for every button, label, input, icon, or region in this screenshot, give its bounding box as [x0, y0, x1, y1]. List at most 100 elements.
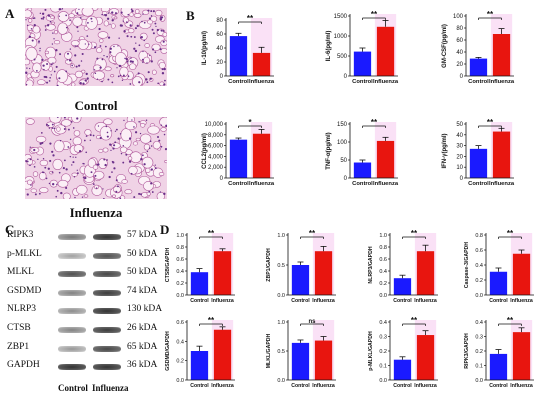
- nucleus-dot: [130, 8, 133, 11]
- nucleus-dot: [71, 164, 73, 166]
- nucleus-dot: [35, 70, 38, 72]
- nucleus-dot: [94, 72, 97, 75]
- alveolus-shape: [132, 76, 143, 86]
- nucleus-dot: [40, 131, 43, 134]
- nucleus-dot: [87, 21, 89, 24]
- nucleus-dot: [43, 68, 45, 71]
- y-tick-label: 1.0: [379, 233, 387, 239]
- significance-label: **: [507, 316, 514, 325]
- bar-chart: 0 50 100 150 TNF-α(pg/ml) Control Influenza **: [326, 118, 399, 187]
- blot-band-control: [58, 327, 86, 333]
- bar-influenza: [416, 251, 435, 295]
- nucleus-dot: [159, 191, 162, 193]
- bar-influenza: [252, 133, 271, 178]
- nucleus-dot: [58, 15, 61, 17]
- nucleus-dot: [107, 36, 111, 39]
- blot-band-influenza: [93, 364, 121, 371]
- alveolus-shape: [144, 43, 150, 48]
- nucleus-dot: [74, 54, 77, 57]
- nucleus-dot: [26, 24, 29, 27]
- alveolus-shape: [26, 179, 33, 185]
- nucleus-dot: [44, 166, 47, 169]
- y-tick-label: 0.4: [379, 269, 387, 275]
- nucleus-dot: [150, 60, 153, 63]
- nucleus-dot: [56, 183, 58, 186]
- y-tick-label: 0: [220, 176, 224, 182]
- nucleus-dot: [143, 39, 146, 42]
- alveolus-shape: [28, 30, 33, 33]
- y-tick-label: 50: [340, 158, 347, 164]
- nucleus-dot: [38, 40, 40, 43]
- nucleus-dot: [33, 166, 36, 168]
- nucleus-dot: [75, 65, 78, 68]
- nucleus-dot: [145, 78, 148, 81]
- significance-label: **: [247, 14, 254, 23]
- nucleus-dot: [39, 50, 41, 52]
- nucleus-dot: [104, 45, 107, 48]
- y-tick-label: 0.4: [176, 339, 184, 345]
- nucleus-dot: [101, 58, 104, 61]
- bar-control: [229, 139, 248, 178]
- bar-chart: 0.0 0.2 0.4 0.6 GSDMD/GAPDH Control Influenza *…: [165, 316, 235, 389]
- alveolus-shape: [147, 19, 153, 25]
- alveolus-shape: [128, 63, 137, 70]
- nucleus-dot: [85, 72, 88, 76]
- y-tick-label: 0.1: [475, 364, 483, 370]
- alveolus-shape: [62, 192, 71, 199]
- bar-influenza: [512, 253, 531, 295]
- nucleus-dot: [49, 142, 52, 145]
- nucleus-dot: [117, 137, 120, 140]
- bar-chart: 0 20 40 60 80 IL-10(pg/ml) Control Influenza **: [202, 14, 275, 85]
- alveolus-shape: [71, 82, 76, 86]
- nucleus-dot: [135, 42, 137, 44]
- y-tick-label: 0: [460, 74, 464, 80]
- nucleus-dot: [81, 52, 84, 56]
- x-category-label: Influenza: [211, 298, 234, 304]
- nucleus-dot: [50, 63, 53, 66]
- nucleus-dot: [130, 57, 132, 59]
- y-tick-label: 20: [456, 62, 463, 68]
- nucleus-dot: [60, 191, 63, 195]
- blot-band-influenza: [93, 289, 121, 296]
- bar-influenza: [492, 131, 511, 178]
- nucleus-dot: [111, 11, 114, 14]
- lung-histology-influenza-image: [25, 117, 167, 199]
- histology-texture: [25, 117, 167, 199]
- nucleus-dot: [65, 186, 68, 189]
- nucleus-dot: [139, 132, 142, 135]
- bar-control: [353, 162, 372, 178]
- nucleus-dot: [76, 169, 78, 171]
- nucleus-dot: [29, 164, 31, 167]
- x-category-label: Control: [228, 181, 249, 187]
- bar-control: [393, 278, 412, 295]
- nucleus-dot: [133, 47, 136, 50]
- nucleus-dot: [157, 135, 159, 138]
- nucleus-dot: [111, 19, 114, 22]
- x-category-label: Influenza: [414, 298, 437, 304]
- nucleus-dot: [119, 24, 123, 27]
- nucleus-dot: [32, 17, 35, 19]
- nucleus-dot: [154, 51, 157, 54]
- y-tick-label: 0.4: [176, 269, 184, 275]
- nucleus-dot: [72, 156, 74, 158]
- nucleus-dot: [127, 75, 130, 78]
- blot-mw-label: 26 kDA: [127, 323, 158, 333]
- nucleus-dot: [76, 45, 78, 48]
- nucleus-dot: [112, 161, 115, 164]
- y-tick-label: 0.0: [379, 293, 387, 299]
- nucleus-dot: [34, 193, 37, 196]
- x-category-label: Influenza: [312, 383, 335, 389]
- nucleus-dot: [129, 83, 132, 85]
- nucleus-dot: [115, 190, 118, 193]
- nucleus-dot: [161, 72, 165, 75]
- significance-label: **: [507, 229, 514, 238]
- blot-band-influenza: [93, 252, 121, 259]
- nucleus-dot: [114, 130, 117, 132]
- alveolus-shape: [119, 146, 128, 153]
- nucleus-dot: [98, 27, 101, 31]
- nucleus-dot: [150, 145, 153, 147]
- nucleus-dot: [76, 26, 79, 29]
- y-axis-label: CCL2(pg/ml): [202, 133, 208, 169]
- nucleus-dot: [164, 79, 166, 82]
- nucleus-dot: [25, 160, 28, 163]
